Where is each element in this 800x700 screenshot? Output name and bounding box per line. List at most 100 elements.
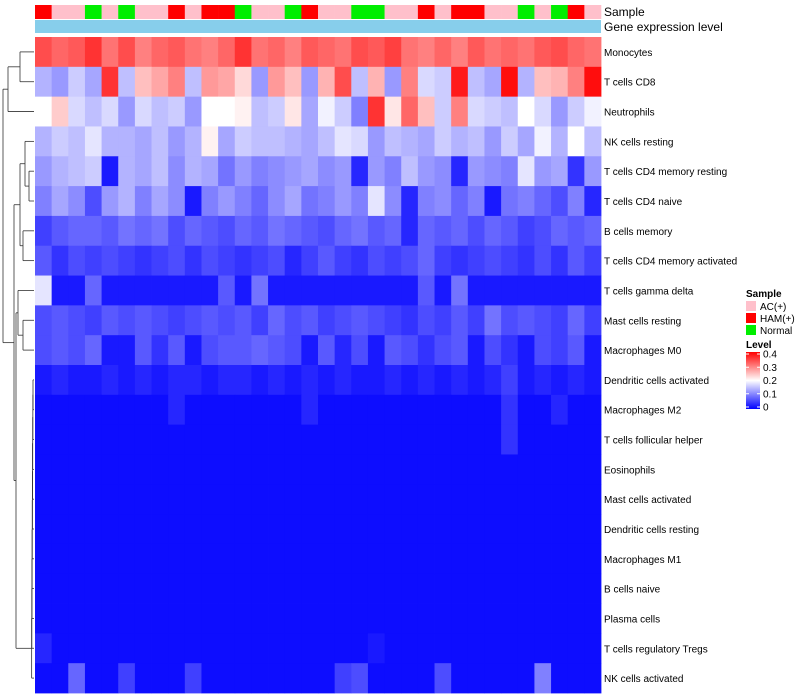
heatmap-cell (284, 603, 302, 634)
heatmap-cell (318, 365, 336, 396)
heatmap-cell (401, 66, 419, 98)
heatmap-cell (234, 394, 252, 426)
heatmap-cell (367, 245, 385, 276)
heatmap-cell (35, 305, 53, 336)
heatmap-cell (184, 603, 202, 634)
heatmap-cell (417, 245, 435, 276)
heatmap-cell (68, 424, 86, 455)
heatmap-cell (168, 37, 186, 68)
heatmap-cell (84, 37, 102, 68)
heatmap-cell (401, 603, 419, 634)
heatmap-cell (284, 186, 302, 217)
heatmap-cell (101, 245, 119, 276)
sample-legend-label: Normal (760, 326, 792, 337)
heatmap-cell (68, 215, 86, 247)
heatmap-cell (201, 37, 219, 68)
heatmap-cell (251, 126, 269, 157)
heatmap-cell (584, 394, 602, 426)
heatmap-cell (118, 454, 136, 485)
heatmap-cell (184, 215, 202, 247)
row-label: B cells naive (604, 585, 661, 596)
heatmap-cell (551, 424, 569, 455)
heatmap-cell (434, 215, 452, 247)
heatmap-cell (334, 365, 352, 396)
heatmap-cell (534, 424, 552, 455)
heatmap-cell (551, 245, 569, 276)
heatmap-cell (184, 156, 202, 187)
heatmap-cell (118, 543, 136, 575)
heatmap-cell (467, 603, 485, 634)
heatmap-cell (401, 305, 419, 336)
heatmap-cell (151, 305, 169, 336)
sample-annotation-cell (134, 5, 152, 19)
heatmap-cell (384, 66, 402, 98)
heatmap-cell (268, 335, 286, 366)
heatmap-cell (284, 275, 302, 306)
heatmap-cell (168, 394, 186, 426)
heatmap-cell (367, 66, 385, 98)
heatmap-cell (584, 37, 602, 68)
heatmap-cell (318, 573, 336, 604)
heatmap-cell (284, 633, 302, 664)
heatmap-cell (218, 66, 236, 98)
heatmap-cell (501, 126, 519, 157)
heatmap-cell (417, 514, 435, 545)
heatmap-cell (451, 126, 469, 157)
heatmap-cell (234, 156, 252, 187)
sample-annotation-cell (567, 5, 585, 19)
heatmap-cell (534, 96, 552, 127)
heatmap-cell (434, 186, 452, 217)
heatmap-cell (151, 245, 169, 276)
sample-annotation-bar (35, 5, 602, 19)
sample-annotation-cell (351, 5, 369, 19)
heatmap-cell (334, 633, 352, 664)
heatmap-cell (434, 37, 452, 68)
heatmap-cell (284, 215, 302, 247)
heatmap-cell (35, 514, 53, 545)
heatmap-cell (501, 37, 519, 68)
heatmap-cell (284, 484, 302, 515)
sample-legend-swatch (746, 325, 756, 335)
heatmap-cell (351, 215, 369, 247)
sample-annotation-cell (35, 5, 52, 19)
heatmap-cell (151, 394, 169, 426)
heatmap-cell (84, 335, 102, 366)
heatmap-cell (118, 603, 136, 634)
heatmap-cell (134, 245, 152, 276)
heatmap-cell (201, 424, 219, 455)
row-label: Mast cells activated (604, 495, 691, 506)
heatmap-cell (51, 603, 69, 634)
heatmap-cell (134, 335, 152, 366)
heatmap-cell (517, 633, 535, 664)
sample-annotation-cell (268, 5, 286, 19)
heatmap-cell (584, 424, 602, 455)
heatmap-cell (484, 394, 502, 426)
heatmap-cell (467, 484, 485, 515)
heatmap-cell (284, 663, 302, 694)
heatmap-cell (101, 573, 119, 604)
heatmap-cell (384, 186, 402, 217)
heatmap-cell (551, 37, 569, 68)
heatmap-cell (401, 215, 419, 247)
heatmap-cell (551, 394, 569, 426)
heatmap-cell (101, 514, 119, 545)
heatmap-cell (551, 365, 569, 396)
heatmap-cell (134, 514, 152, 545)
heatmap-cell (451, 454, 469, 485)
heatmap-cell (234, 37, 252, 68)
heatmap-cell (517, 156, 535, 187)
heatmap-cell (301, 603, 319, 634)
heatmap-cell (351, 275, 369, 306)
heatmap-cell (534, 37, 552, 68)
heatmap-cell (101, 484, 119, 515)
heatmap-cell (367, 633, 385, 664)
heatmap-cell (417, 66, 435, 98)
heatmap-cell (51, 245, 69, 276)
heatmap-cell (268, 126, 286, 157)
heatmap-cell (384, 156, 402, 187)
heatmap-cell (351, 365, 369, 396)
heatmap-cell (434, 66, 452, 98)
heatmap-cell (68, 394, 86, 426)
sample-annotation-cell (184, 5, 202, 19)
